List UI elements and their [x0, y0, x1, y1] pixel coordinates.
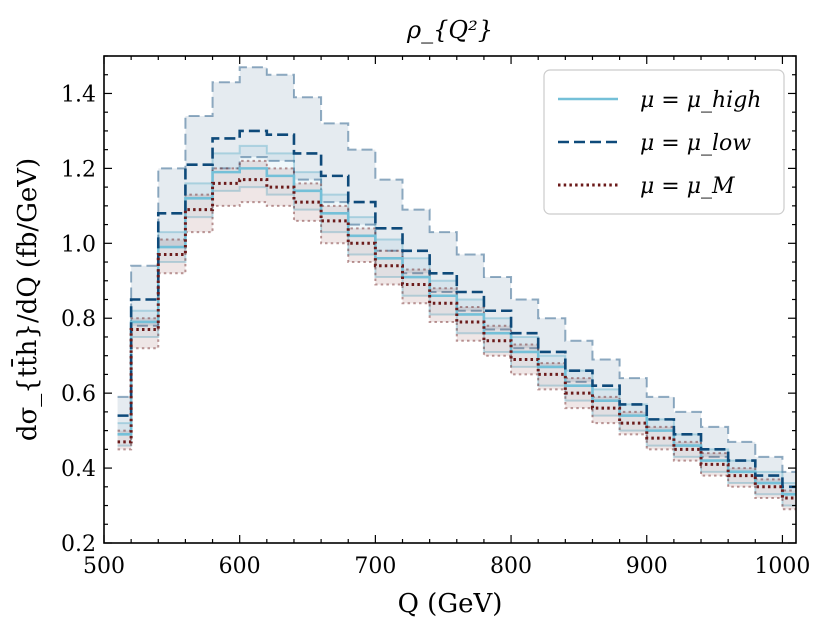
- y-tick-label: 0.8: [61, 307, 96, 332]
- x-tick-label: 900: [626, 554, 668, 579]
- x-tick-label: 600: [219, 554, 261, 579]
- y-tick-label: 1.0: [61, 232, 96, 257]
- x-tick-label: 500: [83, 554, 125, 579]
- uncertainty-band-3: [117, 160, 796, 510]
- band-edge-1-lower: [117, 186, 796, 507]
- chart-title: ρ_{Q²}: [406, 16, 493, 44]
- x-tick-label: 800: [490, 554, 532, 579]
- y-axis-title: dσ_{tt̄h}/dQ (fb/GeV): [10, 158, 43, 441]
- legend-label-1: μ = μ_high: [640, 88, 761, 113]
- legend: μ = μ_high μ = μ_low μ = μ_M: [543, 69, 785, 215]
- x-axis-title: Q (GeV): [398, 589, 503, 619]
- x-tick-label: 700: [354, 554, 396, 579]
- y-tick-label: 0.4: [61, 457, 96, 482]
- y-tick-label: 0.6: [61, 382, 96, 407]
- x-tick-label: 1000: [754, 554, 810, 579]
- series-line-2: [117, 129, 796, 489]
- legend-box: [543, 69, 785, 215]
- y-tick-label: 0.2: [61, 532, 96, 557]
- plot-area: [117, 66, 796, 511]
- y-tick-label: 1.4: [61, 82, 96, 107]
- series-line-3: [117, 178, 796, 500]
- band-edge-3-upper: [117, 159, 796, 492]
- legend-label-3: μ = μ_M: [640, 174, 735, 199]
- band-edge-2-upper: [117, 66, 796, 473]
- series-line-1: [117, 167, 796, 496]
- y-tick-label: 1.2: [61, 157, 96, 182]
- legend-label-2: μ = μ_low: [640, 131, 751, 156]
